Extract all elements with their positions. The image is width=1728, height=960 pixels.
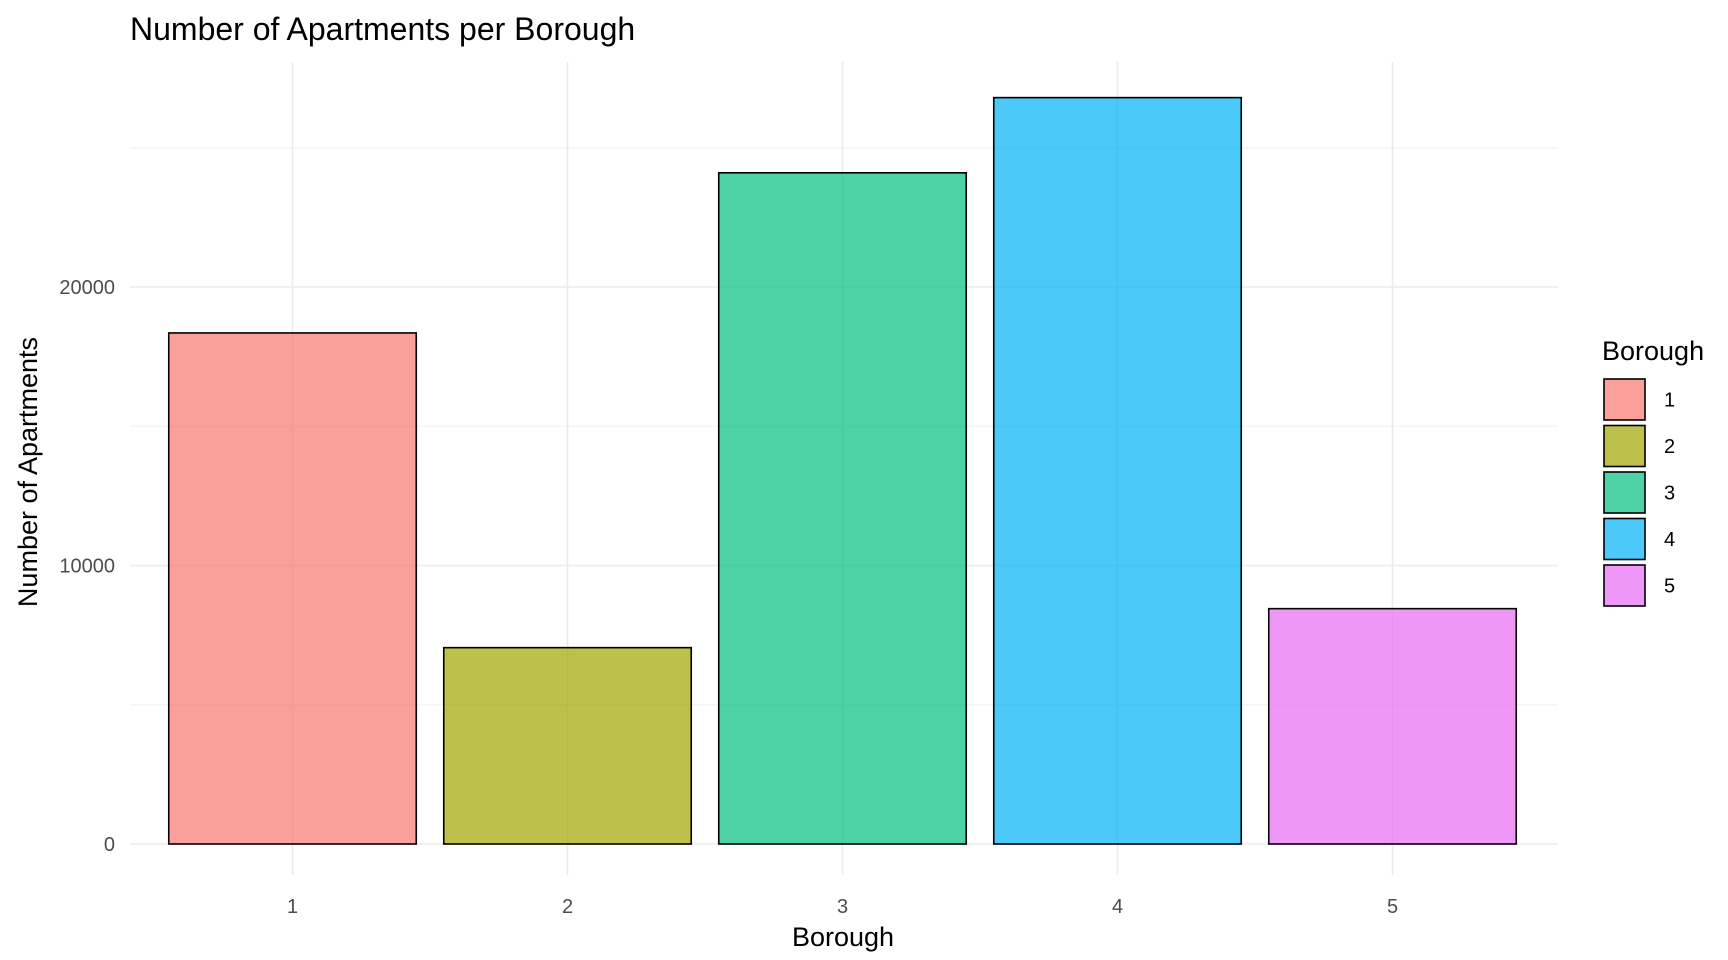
x-tick-label: 5	[1387, 896, 1398, 918]
y-tick-label: 20000	[59, 277, 115, 299]
bars	[167, 96, 1518, 845]
x-tick-label: 2	[562, 896, 573, 918]
legend: Borough 1 2 3 4 5	[1602, 336, 1704, 607]
y-tick-label: 0	[104, 834, 115, 856]
legend-label: 5	[1664, 576, 1675, 598]
x-axis-ticks: 1 2 3 4 5	[287, 896, 1398, 918]
x-tick-label: 3	[837, 896, 848, 918]
legend-key-2	[1603, 424, 1646, 468]
legend-key-5	[1603, 564, 1646, 607]
x-tick-label: 4	[1112, 896, 1123, 918]
legend-label: 2	[1664, 436, 1675, 458]
bar-borough-3	[717, 172, 968, 845]
bar-borough-2	[442, 646, 693, 845]
y-axis-title: Number of Apartments	[13, 337, 43, 607]
bar-borough-1	[167, 332, 418, 845]
y-axis-ticks: 0 10000 20000	[59, 277, 115, 856]
legend-key-3	[1603, 471, 1646, 514]
x-tick-label: 1	[287, 896, 298, 918]
legend-title: Borough	[1602, 336, 1704, 366]
legend-key-4	[1603, 517, 1646, 561]
y-tick-label: 10000	[59, 556, 115, 578]
bar-borough-4	[992, 96, 1243, 845]
legend-key-1	[1603, 378, 1646, 421]
chart-title: Number of Apartments per Borough	[130, 11, 635, 47]
legend-label: 3	[1664, 483, 1675, 505]
x-axis-title: Borough	[792, 922, 894, 952]
legend-label: 4	[1664, 529, 1675, 551]
bar-borough-5	[1267, 607, 1518, 845]
legend-label: 1	[1664, 390, 1675, 412]
